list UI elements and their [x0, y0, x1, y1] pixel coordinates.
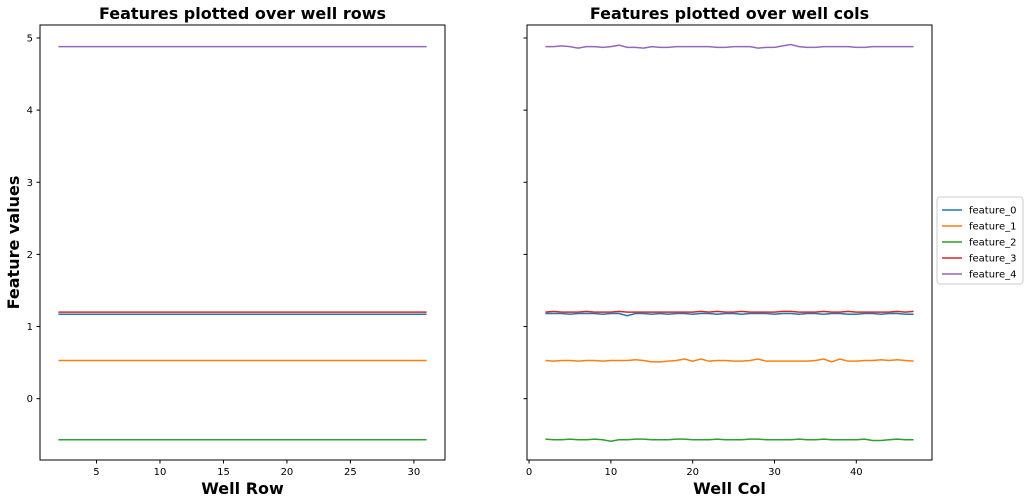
x-tick-label: 5	[93, 467, 99, 478]
chart-title: Features plotted over well cols	[590, 4, 869, 23]
x-tick-label: 40	[850, 467, 863, 478]
legend: feature_0 feature_1 feature_2 feature_3feat…	[936, 196, 1024, 285]
legend-label-feature_0: feature_0	[969, 206, 1016, 217]
series-line-feature_1	[545, 358, 914, 363]
axis-ticks: 5 10 15 20 25 30 0 1 2 3 4 5	[27, 33, 421, 478]
x-axis-label: Well Row	[201, 479, 284, 498]
series-line-feature_0	[545, 312, 914, 317]
chart-title: Features plotted over well rows	[99, 4, 386, 23]
y-tick-label: 5	[27, 33, 33, 44]
plot-area	[58, 45, 427, 441]
series-line-feature_2	[545, 438, 914, 443]
legend-label-feature_2: feature_2	[969, 238, 1016, 249]
legend-label-feature_1: feature_1	[969, 222, 1016, 233]
x-tick-label: 10	[154, 467, 167, 478]
y-tick-label: 1	[27, 322, 33, 333]
chart-well-rows: Features plotted over well rows 5 10 15 20 2…	[4, 4, 446, 498]
y-tick-label: 4	[27, 106, 33, 117]
x-tick-label: 10	[604, 467, 617, 478]
chart-well-cols: Features plotted over well cols 0 10 20 30 4…	[523, 4, 933, 498]
x-tick-label: 20	[686, 467, 699, 478]
y-axis-label: Feature values	[4, 176, 23, 310]
axis-ticks: 0 10 20 30 40	[523, 37, 863, 478]
legend-box	[936, 196, 1024, 285]
y-tick-label: 2	[27, 250, 33, 261]
legend-label-feature_3: feature_3	[969, 254, 1016, 265]
series-line-feature_4	[545, 43, 914, 49]
axes-frame	[39, 24, 446, 461]
x-tick-label: 25	[344, 467, 357, 478]
x-axis-label: Well Col	[693, 479, 766, 498]
y-tick-label: 0	[27, 394, 33, 405]
y-tick-label: 3	[27, 178, 33, 189]
x-tick-label: 30	[768, 467, 781, 478]
axes-frame	[526, 24, 933, 461]
x-tick-label: 20	[281, 467, 294, 478]
series-line-feature_3	[545, 310, 914, 313]
x-tick-label: 30	[408, 467, 421, 478]
x-tick-label: 15	[217, 467, 230, 478]
plot-area	[545, 43, 914, 443]
legend-label-feature_4: feature_4	[969, 270, 1016, 281]
x-tick-label: 0	[526, 467, 532, 478]
